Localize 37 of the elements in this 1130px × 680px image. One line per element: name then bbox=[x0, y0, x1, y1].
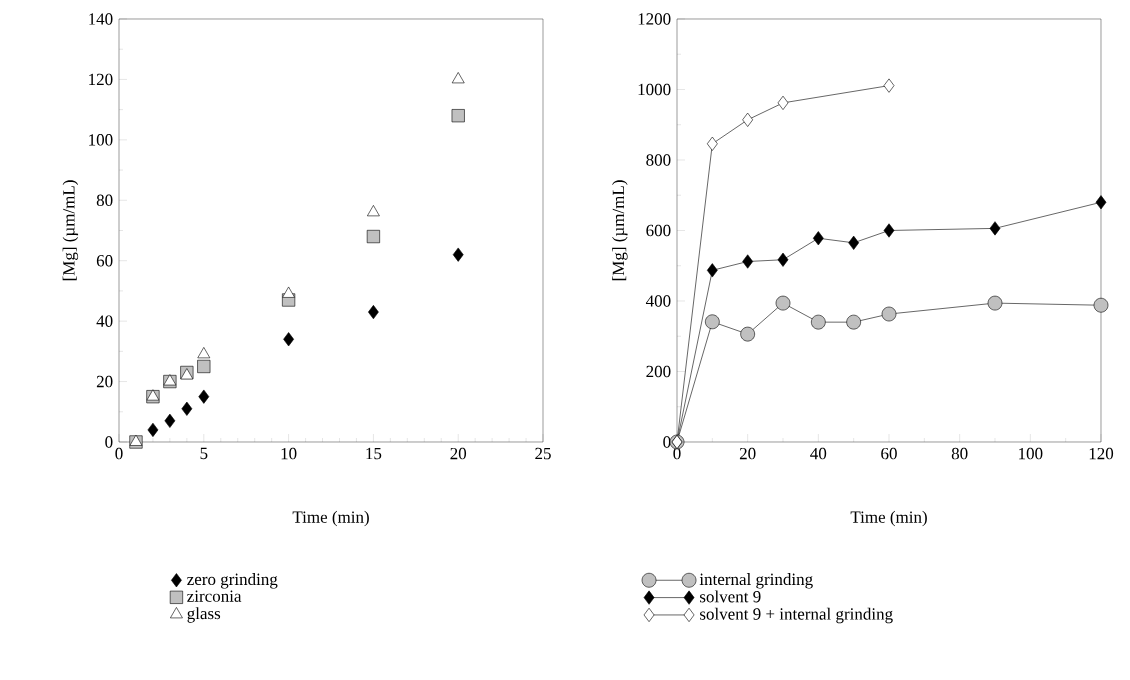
x-tick-label: 60 bbox=[881, 447, 897, 460]
y-tick-label: 800 bbox=[646, 154, 671, 166]
x-tick-label: 15 bbox=[366, 447, 382, 460]
x-axis-title: Time (min) bbox=[292, 510, 369, 527]
y-tick-label: 120 bbox=[89, 73, 113, 86]
x-tick-label: 10 bbox=[281, 447, 297, 460]
x-tick-label: 120 bbox=[1089, 447, 1114, 460]
legend-label: internal grinding bbox=[699, 573, 813, 589]
y-tick-label: 20 bbox=[96, 375, 113, 388]
x-tick-label: 80 bbox=[951, 447, 968, 460]
y-tick-label: 400 bbox=[645, 295, 671, 307]
y-tick-label: 100 bbox=[89, 134, 113, 146]
y-tick-label: 1200 bbox=[638, 13, 671, 25]
x-tick-label: 100 bbox=[1019, 447, 1043, 460]
y-axis-title: [Mg] (µm/mL) bbox=[62, 180, 79, 281]
x-tick-label: 0 bbox=[115, 447, 123, 460]
x-axis-title: Time (min) bbox=[850, 510, 927, 527]
x-tick-label: 25 bbox=[535, 447, 551, 460]
y-tick-label: 600 bbox=[646, 224, 671, 237]
y-tick-label: 200 bbox=[646, 365, 671, 378]
legend-label: solvent 9 bbox=[700, 590, 761, 603]
y-tick-label: 0 bbox=[663, 436, 671, 448]
legend-label: zirconia bbox=[187, 590, 242, 602]
y-tick-label: 80 bbox=[96, 194, 113, 207]
y-axis-title: [Mg] (µm/mL) bbox=[612, 180, 628, 281]
legend-label: zero grinding bbox=[187, 573, 278, 589]
y-tick-label: 40 bbox=[96, 315, 113, 327]
y-tick-label: 140 bbox=[89, 13, 113, 25]
y-tick-label: 1000 bbox=[638, 83, 671, 96]
x-tick-label: 20 bbox=[739, 447, 756, 460]
x-tick-label: 5 bbox=[200, 447, 208, 460]
legend-label: glass bbox=[187, 607, 221, 623]
legend-label: solvent 9 + internal grinding bbox=[700, 607, 893, 624]
y-tick-label: 60 bbox=[96, 254, 113, 267]
y-tick-label: 0 bbox=[105, 436, 113, 448]
x-tick-label: 20 bbox=[450, 447, 467, 460]
x-tick-label: 40 bbox=[810, 447, 827, 460]
